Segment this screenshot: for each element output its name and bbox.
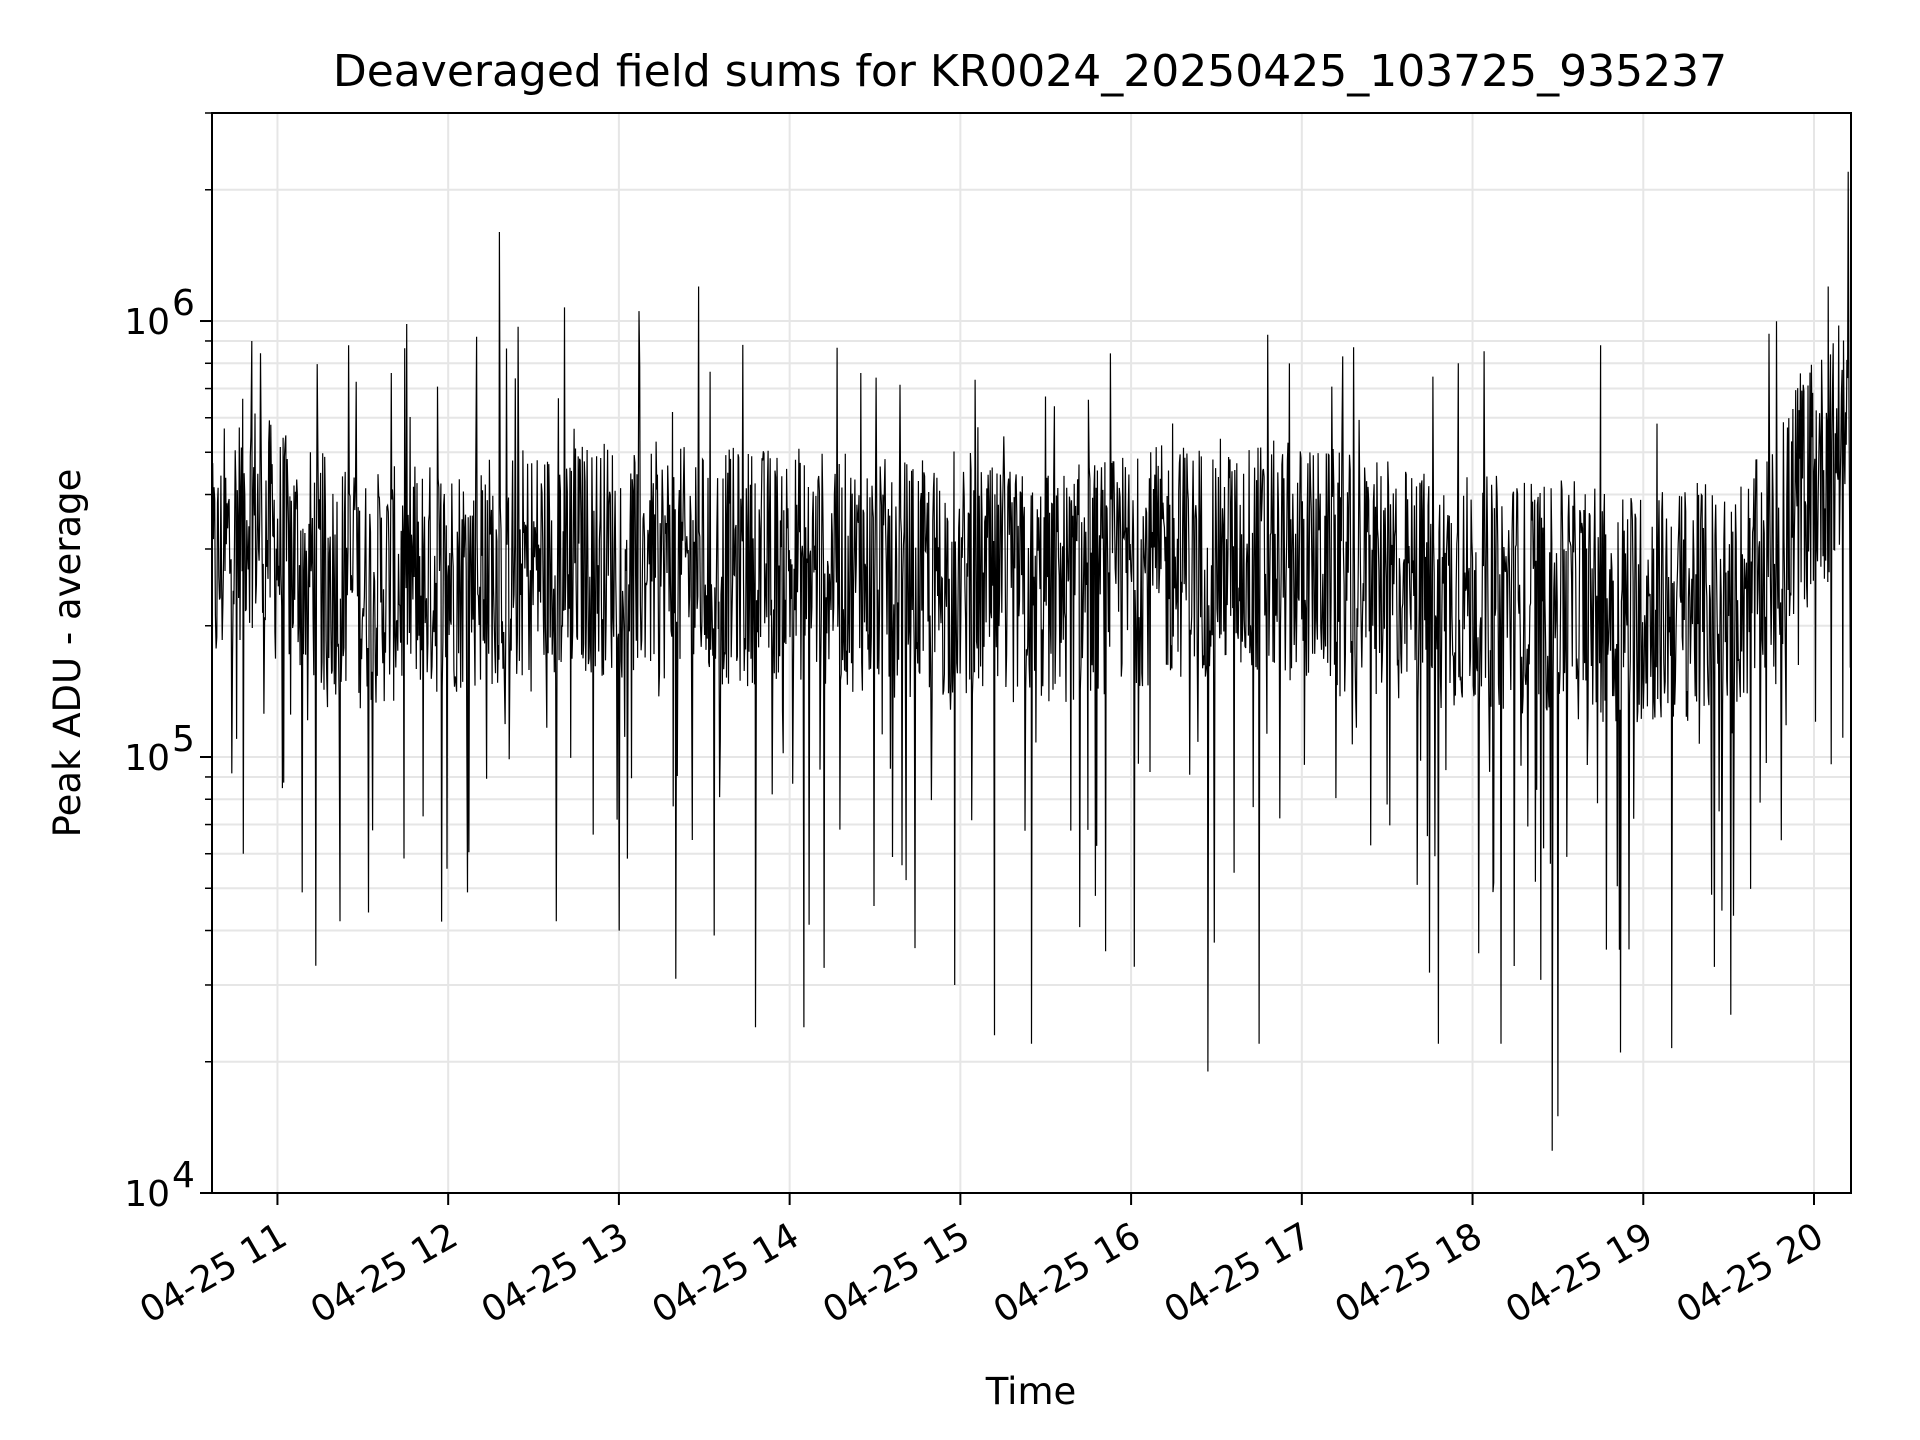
x-tick-label: 04-25 11 <box>133 1215 294 1331</box>
y-axis-label: Peak ADU - average <box>46 469 89 838</box>
y-tick-exponent: 4 <box>172 1155 195 1196</box>
series-line <box>211 171 1852 1151</box>
series-path <box>211 171 1852 1151</box>
y-tick-label: 10 <box>124 302 170 343</box>
y-tick-label: 10 <box>124 738 170 779</box>
x-tick-label: 04-25 17 <box>1158 1215 1319 1331</box>
x-tick-label: 04-25 14 <box>645 1215 806 1331</box>
x-tick-label: 04-25 16 <box>987 1215 1148 1331</box>
x-axis-label: Time <box>985 1370 1077 1413</box>
chart-title: Deaveraged field sums for KR0024_2025042… <box>333 46 1727 97</box>
y-tick-exponent: 5 <box>172 719 195 760</box>
y-tick-label: 10 <box>124 1174 170 1215</box>
x-tick-label: 04-25 13 <box>475 1215 636 1331</box>
x-tick-label: 04-25 15 <box>816 1215 977 1331</box>
x-tick-label: 04-25 12 <box>304 1215 465 1331</box>
x-tick-label: 04-25 20 <box>1670 1215 1831 1331</box>
x-tick-label: 04-25 19 <box>1499 1215 1660 1331</box>
plot-frame <box>211 112 1852 1194</box>
x-tick-label: 04-25 18 <box>1328 1215 1489 1331</box>
y-tick-exponent: 6 <box>172 283 195 324</box>
axis-ticks: 04-25 11 04-25 12 04-25 13 04-25 14 04-25 15… <box>124 112 1831 1332</box>
